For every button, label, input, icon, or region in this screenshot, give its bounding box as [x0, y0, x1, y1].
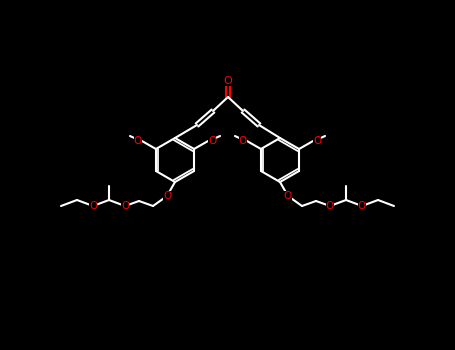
- Text: O: O: [358, 201, 366, 211]
- Text: O: O: [121, 201, 129, 211]
- Text: O: O: [313, 136, 321, 146]
- Text: O: O: [134, 136, 142, 146]
- Text: O: O: [284, 191, 292, 201]
- Text: O: O: [223, 76, 233, 86]
- Text: O: O: [326, 201, 334, 211]
- Text: O: O: [89, 201, 97, 211]
- Text: O: O: [239, 136, 247, 146]
- Text: O: O: [208, 136, 216, 146]
- Text: O: O: [163, 191, 171, 201]
